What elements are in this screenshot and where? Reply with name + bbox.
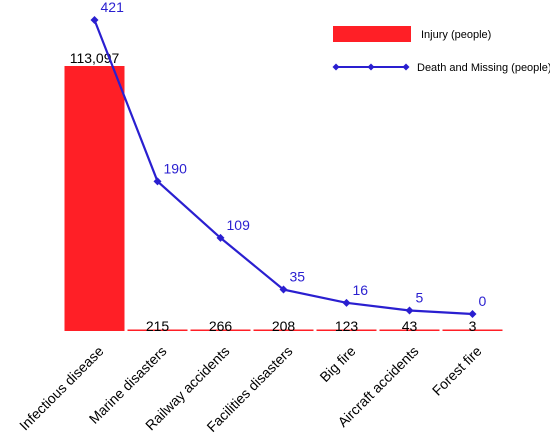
- x-tick-label-6: Forest fire: [429, 343, 485, 399]
- line-label-death-missing-3: 35: [290, 269, 306, 285]
- marker-death-missing-5: [405, 306, 414, 315]
- legend-swatch-injury: [333, 26, 411, 42]
- legend-marker-death-missing-1: [367, 63, 375, 71]
- bar-label-injury-2: 266: [209, 318, 233, 334]
- legend-label-injury: Injury (people): [421, 29, 491, 41]
- bar-injury-3: [253, 329, 314, 331]
- bar-injury-5: [379, 329, 440, 331]
- marker-death-missing-4: [342, 298, 351, 307]
- bar-injury-6: [442, 329, 503, 331]
- bar-label-injury-1: 215: [146, 318, 170, 334]
- legend-label-death-missing: Death and Missing (people): [417, 62, 550, 74]
- bar-label-injury-4: 123: [335, 318, 359, 334]
- line-label-death-missing-1: 190: [164, 160, 188, 176]
- bar-injury-4: [316, 329, 377, 331]
- line-label-death-missing-6: 0: [479, 293, 487, 309]
- bar-injury-2: [190, 329, 251, 331]
- x-tick-label-4: Big fire: [316, 343, 358, 385]
- bar-label-injury-5: 43: [402, 318, 418, 334]
- marker-death-missing-1: [153, 177, 162, 186]
- marker-death-missing-3: [279, 285, 288, 294]
- line-label-death-missing-2: 109: [227, 217, 251, 233]
- line-label-death-missing-0: 421: [101, 0, 125, 15]
- bar-injury-0: [64, 66, 125, 331]
- bar-injury-1: [127, 329, 188, 331]
- line-death-missing: [93, 19, 473, 316]
- line-label-death-missing-4: 16: [353, 282, 369, 298]
- bar-label-injury-3: 208: [272, 318, 296, 334]
- line-label-death-missing-5: 5: [416, 290, 424, 306]
- marker-death-missing-6: [468, 310, 477, 318]
- marker-death-missing-2: [216, 233, 225, 242]
- legend-marker-death-missing-0: [332, 63, 340, 71]
- marker-death-missing-0: [90, 16, 99, 24]
- legend-marker-death-missing-2: [402, 63, 410, 71]
- bar-label-injury-6: 3: [469, 318, 477, 334]
